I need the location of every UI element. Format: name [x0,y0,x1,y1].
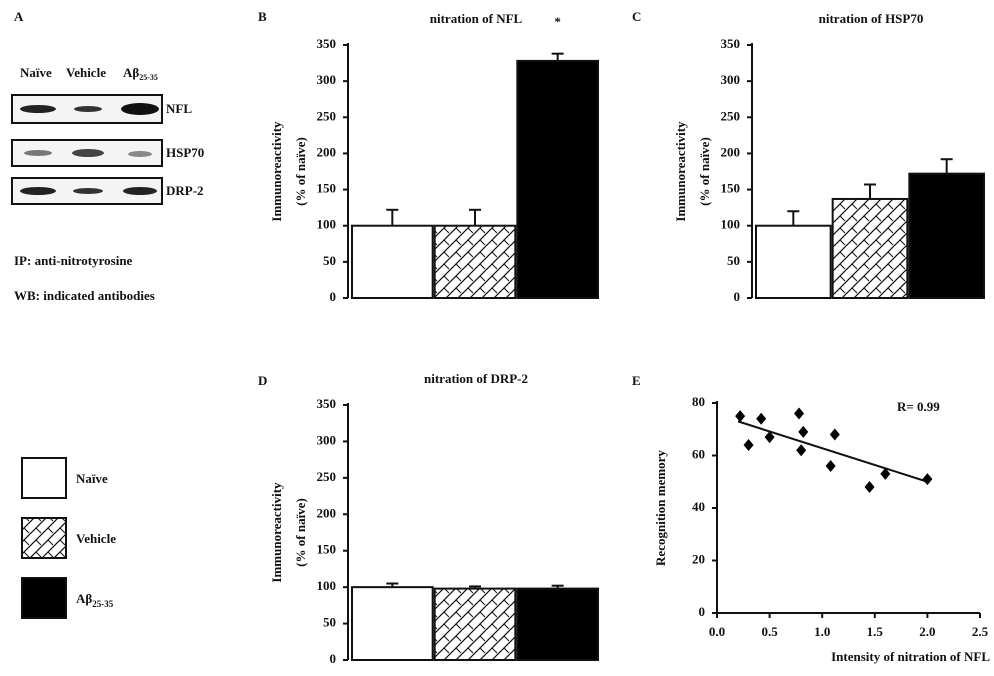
y-tick-label: 20 [692,551,705,566]
bar [517,61,598,298]
legend-label: Vehicle [76,531,116,546]
y-axis-label: Immunoreactivity [673,121,688,222]
x-tick-label: 1.5 [867,624,884,639]
y-tick-label: 150 [721,181,741,196]
point [922,473,932,485]
chart-title: nitration of NFL [430,11,523,26]
band-label: DRP-2 [166,183,204,198]
panel-letter: E [632,373,641,388]
y-tick-label: 0 [734,289,741,304]
point [798,426,808,438]
x-tick-label: 2.0 [919,624,935,639]
bar [833,199,908,298]
y-tick-label: 300 [317,72,337,87]
y-tick-label: 250 [721,108,741,123]
y-tick-label: 100 [721,217,741,232]
y-tick-label: 250 [317,469,337,484]
y-axis-label: Recognition memory [653,450,668,566]
y-axis-label: (% of naïve) [293,137,308,206]
y-tick-label: 100 [317,578,337,593]
lane-label: Vehicle [66,65,106,80]
y-axis-label: (% of naïve) [293,498,308,567]
bar [517,589,598,660]
panel-letter: B [258,9,267,24]
point [735,410,745,422]
y-axis-label: Immunoreactivity [269,482,284,583]
y-tick-label: 150 [317,181,337,196]
y-tick-label: 40 [692,499,705,514]
panel-letter: C [632,9,641,24]
y-axis-label: Immunoreactivity [269,121,284,222]
y-tick-label: 300 [317,432,337,447]
point [756,413,766,425]
legend: Naïve Vehicle Aβ25-35 [22,458,116,618]
panel-letter: D [258,373,267,388]
panel-letter: A [14,9,24,24]
bar [756,226,831,298]
legend-swatch [22,458,66,498]
point [865,481,875,493]
note: WB: indicated antibodies [14,288,155,303]
x-tick-label: 0.5 [761,624,778,639]
figure: A Naïve Vehicle Aβ25-35 NFL HSP70 DRP-2 … [0,0,994,671]
bar [435,589,516,660]
y-tick-label: 200 [317,144,337,159]
y-tick-label: 350 [721,36,741,51]
point [794,408,804,420]
y-tick-label: 60 [692,446,705,461]
y-tick-label: 250 [317,108,337,123]
legend-swatch [22,578,66,618]
x-tick-label: 1.0 [814,624,830,639]
band-label: HSP70 [166,145,204,160]
y-axis-label: (% of naïve) [697,137,712,206]
point [744,439,754,451]
band-label: NFL [166,101,192,116]
y-tick-label: 150 [317,542,337,557]
point [830,429,840,441]
lane-label: Aβ25-35 [123,65,158,82]
blot-panel: A Naïve Vehicle Aβ25-35 NFL HSP70 DRP-2 … [12,9,204,303]
note: IP: anti-nitrotyrosine [14,253,133,268]
y-tick-label: 0 [330,289,337,304]
bar [435,226,516,298]
y-tick-label: 100 [317,217,337,232]
y-tick-label: 350 [317,396,337,411]
y-tick-label: 0 [330,651,337,666]
bar [352,226,433,298]
trend-line [738,421,927,481]
y-tick-label: 50 [323,253,336,268]
x-tick-label: 2.5 [972,624,989,639]
y-tick-label: 0 [699,604,706,619]
x-axis-label: Intensity of nitration of NFL [831,649,990,664]
annotation: R= 0.99 [897,399,940,414]
y-tick-label: 200 [317,505,337,520]
lane-label: Naïve [20,65,52,80]
point [826,460,836,472]
legend-swatch [22,518,66,558]
point [796,444,806,456]
chart-title: nitration of DRP-2 [424,371,528,386]
y-tick-label: 200 [721,144,741,159]
bar [909,174,984,298]
y-tick-label: 350 [317,36,337,51]
y-tick-label: 50 [323,615,336,630]
y-tick-label: 50 [727,253,740,268]
bar [352,587,433,660]
legend-label: Aβ25-35 [76,591,114,609]
legend-label: Naïve [76,471,108,486]
significance-mark: * [554,14,561,29]
chart-title: nitration of HSP70 [819,11,924,26]
x-tick-label: 0.0 [709,624,725,639]
y-tick-label: 80 [692,394,705,409]
y-tick-label: 300 [721,72,741,87]
